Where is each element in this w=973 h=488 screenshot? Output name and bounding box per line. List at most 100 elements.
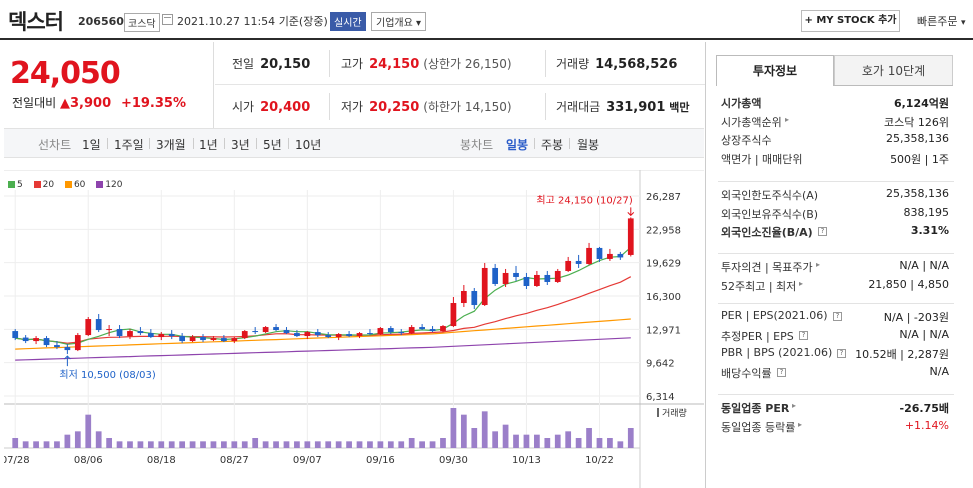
candle-body — [74, 335, 81, 351]
volume-bar — [304, 441, 311, 448]
x-tick-label: 10/13 — [512, 455, 541, 466]
volume-bar — [596, 438, 603, 448]
chevron-right-icon[interactable]: ▸ — [816, 260, 821, 269]
volume-value: 14,568,526 — [595, 57, 678, 72]
tab-3year[interactable]: 3년 — [231, 138, 250, 152]
info-row-label: 동일업종 등락률 — [721, 420, 796, 434]
info-row-label: PER | EPS(2021.06) — [721, 309, 828, 322]
volume-bar — [85, 414, 92, 448]
tab-1year[interactable]: 1년 — [199, 138, 218, 152]
tab-1day[interactable]: 1일 — [82, 138, 101, 152]
candle-body — [241, 331, 248, 339]
candle-body — [460, 290, 467, 304]
candle-body — [325, 335, 332, 338]
candle-body — [346, 334, 352, 337]
volume-bar — [147, 441, 154, 448]
fast-order-button[interactable]: 빠른주문 ▾ — [917, 13, 966, 29]
chevron-right-icon[interactable]: ▸ — [785, 114, 790, 124]
info-row-value: 838,195 — [903, 205, 950, 219]
tab-weekly[interactable]: 주봉 — [541, 138, 564, 152]
tab-10year[interactable]: 10년 — [295, 138, 322, 152]
tab-3month[interactable]: 3개월 — [156, 138, 186, 152]
help-icon[interactable]: ? — [777, 367, 786, 377]
info-row: 시가총액순위 ▸ 코스닥 126위 — [721, 114, 949, 132]
quote-basis: 기준(장중) — [278, 15, 328, 28]
info-row-value: 코스닥 126위 — [884, 115, 949, 129]
info-row: 액면가 | 매매단위 500원 | 1주 — [721, 151, 949, 169]
volume-bar — [54, 441, 60, 448]
volume-bar — [335, 441, 342, 448]
volume-axis-label: 거래량 — [662, 407, 687, 419]
volume-bar — [189, 441, 196, 448]
chevron-right-icon[interactable]: ▸ — [799, 278, 804, 288]
info-row: 외국인보유주식수(B) 838,195 — [721, 206, 949, 224]
y-tick-label: 16,300 — [646, 292, 681, 303]
info-row-label: PBR | BPS (2021.06) — [721, 346, 833, 359]
volume-bar — [565, 431, 572, 448]
volume-bar — [607, 438, 613, 448]
candle-body — [168, 334, 175, 337]
y-tick-label: 26,287 — [646, 192, 681, 203]
volume-bar — [471, 428, 478, 448]
ma120-line — [15, 337, 631, 361]
info-row: 52주최고 | 최저 ▸ 21,850 | 4,850 — [721, 278, 949, 296]
volume-bar — [158, 441, 165, 448]
help-icon[interactable]: ? — [837, 349, 846, 358]
volume-bar — [241, 441, 248, 448]
low-annotation: 최저 10,500 (08/03) — [59, 369, 155, 381]
volume-bar — [346, 441, 352, 448]
tab-investment-info[interactable]: 투자정보 — [716, 55, 834, 86]
candle-body — [596, 247, 603, 259]
legend-ma5-label: 5 — [17, 180, 23, 190]
tab-monthly[interactable]: 월봉 — [577, 138, 600, 152]
chevron-right-icon[interactable]: ▸ — [792, 401, 797, 410]
volume-bar — [283, 441, 290, 448]
candlestick-chart[interactable]: 26,287 22,958 19,629 16,300 12,971 9,642 6,314… — [4, 170, 704, 488]
volume-bar — [168, 441, 175, 448]
volume-bar — [33, 441, 39, 448]
my-stock-add-button[interactable]: + MY STOCK 추가 — [801, 10, 900, 32]
info-row-value: 21,850 | 4,850 — [868, 277, 949, 291]
header: 덱스터 206560 코스닥 2021.10.27 11:54 기준(장중) 실… — [0, 0, 973, 40]
volume-bar — [116, 441, 123, 448]
candle-body — [200, 337, 206, 341]
chevron-right-icon[interactable]: ▸ — [798, 419, 803, 429]
volume-bar — [554, 434, 561, 448]
info-row-value: N/A — [929, 364, 949, 378]
x-tick-label: 10/22 — [585, 455, 614, 466]
volume-bar — [179, 441, 186, 448]
volume-bar — [617, 441, 624, 448]
tab-5year[interactable]: 5년 — [263, 138, 282, 152]
help-icon[interactable]: ? — [833, 312, 842, 321]
tab-daily[interactable]: 일봉 — [506, 138, 529, 152]
line-chart-label: 선차트 — [38, 138, 72, 152]
low-arrow — [64, 355, 71, 367]
candle-body — [367, 333, 373, 335]
volume-bar — [398, 441, 405, 448]
fast-order-label: 빠른주문 — [917, 15, 958, 28]
volume-bar — [440, 438, 446, 448]
company-overview-dropdown[interactable]: 기업개요 ▾ — [371, 12, 427, 31]
volume-bar — [492, 431, 499, 448]
candle-body — [440, 326, 446, 332]
candle-body — [158, 334, 165, 338]
help-icon[interactable]: ? — [799, 330, 808, 340]
prev-close-label: 전일 — [232, 57, 255, 71]
tab-1week[interactable]: 1주일 — [114, 138, 144, 152]
volume-bar — [325, 441, 332, 448]
help-icon[interactable]: ? — [818, 227, 827, 236]
volume-label: 거래량 — [556, 57, 590, 71]
volume-bar — [450, 408, 457, 448]
realtime-button[interactable]: 실시간 — [330, 12, 366, 31]
info-row: 상장주식수 25,358,136 — [721, 132, 949, 150]
x-tick-label: 08/06 — [74, 455, 103, 466]
y-tick-label: 22,958 — [646, 225, 681, 236]
candle-body — [314, 332, 321, 336]
x-tick-label: 07/28 — [4, 455, 30, 466]
calendar-icon — [162, 14, 173, 25]
volume-bar — [12, 438, 19, 448]
candle-body — [534, 274, 540, 286]
stock-code: 206560 — [78, 15, 124, 28]
tab-order-book[interactable]: 호가 10단계 — [834, 55, 953, 86]
y-tick-label: 12,971 — [646, 325, 681, 336]
